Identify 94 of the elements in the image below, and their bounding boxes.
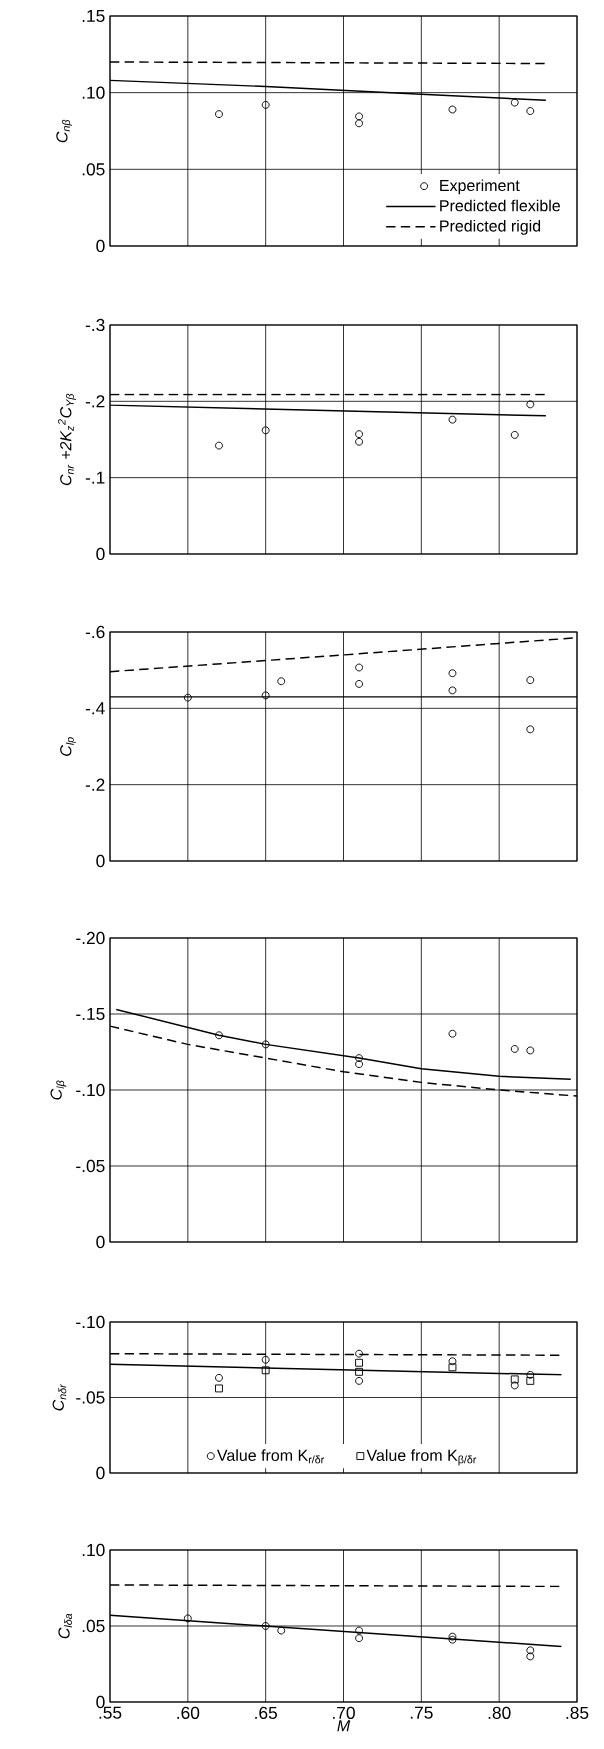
- point: [526, 1376, 535, 1385]
- y-axis-title: C$_{lp}$: [60, 737, 76, 756]
- y-tick-label: -.2: [85, 778, 105, 791]
- point: [215, 1031, 223, 1040]
- y-tick-label: 0: [96, 547, 105, 561]
- legend-label: Predicted flexible: [440, 199, 560, 212]
- y-tick-label: -.2: [85, 395, 105, 408]
- legend-label: Experiment: [440, 179, 520, 195]
- point: [215, 1384, 223, 1393]
- y-tick-label: -.10: [76, 1083, 105, 1097]
- point: [261, 691, 270, 700]
- y-tick-label: -.1: [85, 471, 105, 484]
- point: [510, 1381, 519, 1390]
- point: [526, 1646, 535, 1655]
- line-series: [115, 1008, 572, 1081]
- y-tick-label: -.4: [85, 702, 105, 715]
- y-tick-label: -.6: [85, 625, 105, 639]
- point: [261, 1040, 270, 1049]
- x-tick-label: .85: [566, 1706, 589, 1719]
- x-tick-label: .75: [410, 1706, 433, 1719]
- point: [277, 677, 286, 686]
- y-tick-label: 0: [96, 239, 105, 253]
- point: [215, 110, 223, 119]
- point: [261, 100, 270, 109]
- y-tick-label: 0: [96, 1466, 105, 1480]
- point: [526, 1046, 535, 1055]
- point: [355, 437, 363, 446]
- point: [261, 426, 270, 435]
- point: [261, 1366, 270, 1375]
- point: [448, 669, 457, 678]
- point: [448, 1363, 457, 1372]
- y-tick-label: .05: [82, 1619, 105, 1633]
- point: [277, 1626, 286, 1635]
- y-tick-label: -.05: [76, 1391, 105, 1404]
- point: [355, 1054, 363, 1063]
- point: [448, 1357, 457, 1366]
- legend-label: Value from K$_{r/δr}$: [216, 1449, 325, 1464]
- point: [215, 1373, 223, 1382]
- point: [526, 725, 535, 734]
- point: [526, 1652, 535, 1661]
- y-tick-label: 0: [96, 1235, 105, 1249]
- point: [355, 1060, 363, 1069]
- x-tick-label: .80: [488, 1706, 511, 1719]
- point: [215, 441, 223, 450]
- x-axis-title: M: [337, 1720, 351, 1732]
- point: [526, 400, 535, 409]
- point: [526, 1370, 535, 1379]
- point: [183, 693, 192, 702]
- point: [448, 1635, 457, 1644]
- x-tick-label: .60: [177, 1706, 200, 1719]
- point: [261, 1622, 270, 1630]
- point: [510, 1375, 519, 1384]
- y-tick-label: 0: [96, 854, 105, 868]
- point: [183, 1614, 192, 1623]
- point: [526, 107, 535, 115]
- point: [355, 430, 363, 439]
- point: [448, 415, 457, 424]
- point: [510, 430, 519, 439]
- point: [355, 1349, 363, 1358]
- point: [355, 1367, 363, 1376]
- point: [448, 1029, 457, 1038]
- legend-label: Predicted rigid: [440, 219, 541, 235]
- point: [355, 112, 363, 121]
- y-tick-label: -.15: [76, 1007, 105, 1021]
- point: [261, 1355, 270, 1364]
- point: [355, 679, 363, 688]
- y-axis-title: C$_{lβ}$: [50, 1080, 67, 1100]
- point: [355, 1626, 363, 1635]
- x-tick-label: .70: [333, 1706, 355, 1719]
- point: [526, 676, 535, 685]
- y-axis-title: C$_{nr}$ +2K$_{z}$$^{2}$C$_{Yβ}$: [58, 393, 76, 486]
- y-tick-label: .15: [82, 9, 105, 23]
- point: [355, 119, 363, 128]
- y-tick-label: .05: [82, 163, 105, 176]
- point: [510, 98, 519, 107]
- y-tick-label: -.3: [85, 318, 105, 332]
- y-tick-label: .10: [82, 1543, 105, 1557]
- x-tick-label: .65: [255, 1706, 277, 1719]
- point: [355, 1358, 363, 1367]
- y-tick-label: -.05: [76, 1159, 105, 1173]
- point: [448, 1632, 457, 1641]
- y-tick-label: .10: [82, 86, 105, 99]
- y-tick-label: -.20: [76, 931, 105, 945]
- y-tick-label: -.10: [76, 1315, 105, 1329]
- point: [355, 1634, 363, 1643]
- y-axis-title: C$_{nδr}$: [52, 1383, 67, 1411]
- y-axis-title: C$_{nβ}$: [56, 119, 73, 143]
- point: [355, 663, 363, 672]
- y-axis-title: C$_{lδa}$: [58, 1613, 73, 1639]
- point: [448, 686, 457, 695]
- point: [448, 105, 457, 114]
- point: [355, 1376, 363, 1385]
- point: [510, 1045, 519, 1053]
- legend-label: Value from K$_{β/δr}$: [366, 1449, 477, 1466]
